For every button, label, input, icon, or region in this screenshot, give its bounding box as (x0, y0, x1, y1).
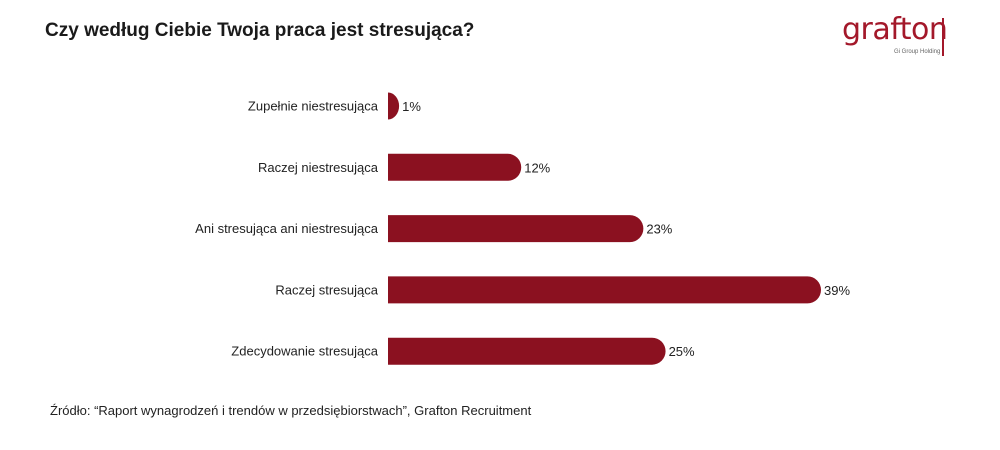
value-label: 39% (824, 283, 850, 298)
logo-divider (942, 18, 944, 56)
chart-title: Czy według Ciebie Twoja praca jest stres… (45, 20, 475, 41)
bar (388, 92, 400, 120)
value-label: 25% (669, 344, 695, 359)
value-label: 23% (646, 222, 672, 237)
grafton-logo: grafton Gi Group Holding (842, 12, 952, 57)
category-label: Raczej niestresująca (258, 160, 379, 175)
logo-wordmark: grafton (842, 12, 948, 47)
source-note: Źródło: “Raport wynagrodzeń i trendów w … (50, 403, 532, 418)
logo-tagline: Gi Group Holding (894, 49, 941, 55)
bar (388, 153, 522, 181)
value-label: 12% (524, 160, 550, 175)
category-label: Zupełnie niestresująca (248, 99, 379, 114)
category-label: Zdecydowanie stresująca (231, 344, 378, 359)
category-label: Ani stresująca ani niestresująca (195, 221, 379, 236)
bar (388, 215, 644, 243)
bar (388, 337, 666, 365)
bar (388, 276, 821, 304)
category-label: Raczej stresująca (275, 282, 378, 297)
value-label: 1% (402, 99, 421, 114)
